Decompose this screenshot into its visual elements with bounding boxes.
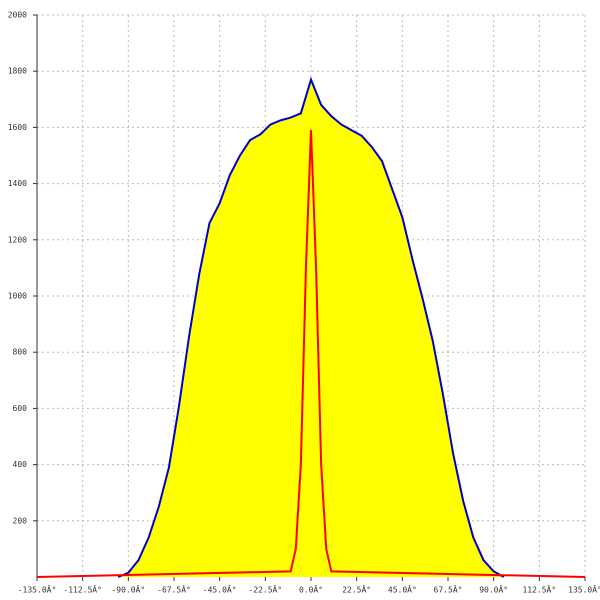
y-tick-label: 2000 (8, 11, 27, 20)
area-fill (118, 79, 504, 577)
x-tick-label: 135.0Â° (568, 584, 600, 595)
y-tick-label: 1400 (8, 179, 27, 188)
x-tick-label: 67.5Â° (434, 584, 463, 595)
x-tick-label: -67.5Â° (157, 584, 191, 595)
y-tick-label: 1600 (8, 123, 27, 132)
x-tick-label: 22.5Â° (342, 584, 371, 595)
area-line (117, 76, 505, 578)
x-tick-label: 90.0Â° (479, 584, 508, 595)
x-tick-label: 0.0Â° (299, 584, 323, 595)
x-tick-label: -135.0Â° (18, 584, 57, 595)
y-tick-label: 200 (13, 516, 28, 525)
y-tick-label: 400 (13, 460, 28, 469)
x-tick-label: -112.5Â° (63, 584, 102, 595)
line (36, 130, 586, 578)
x-tick-label: -90.0Â° (111, 584, 145, 595)
x-tick-label: -45.0Â° (203, 584, 237, 595)
y-tick-label: 1800 (8, 67, 27, 76)
y-tick-label: 1000 (8, 292, 27, 301)
x-tick-label: -22.5Â° (248, 584, 282, 595)
x-tick-label: 112.5Â° (522, 584, 556, 595)
y-tick-label: 800 (13, 348, 28, 357)
y-tick-label: 600 (13, 404, 28, 413)
y-tick-label: 1200 (8, 235, 27, 244)
x-tick-label: 45.0Â° (388, 584, 417, 595)
